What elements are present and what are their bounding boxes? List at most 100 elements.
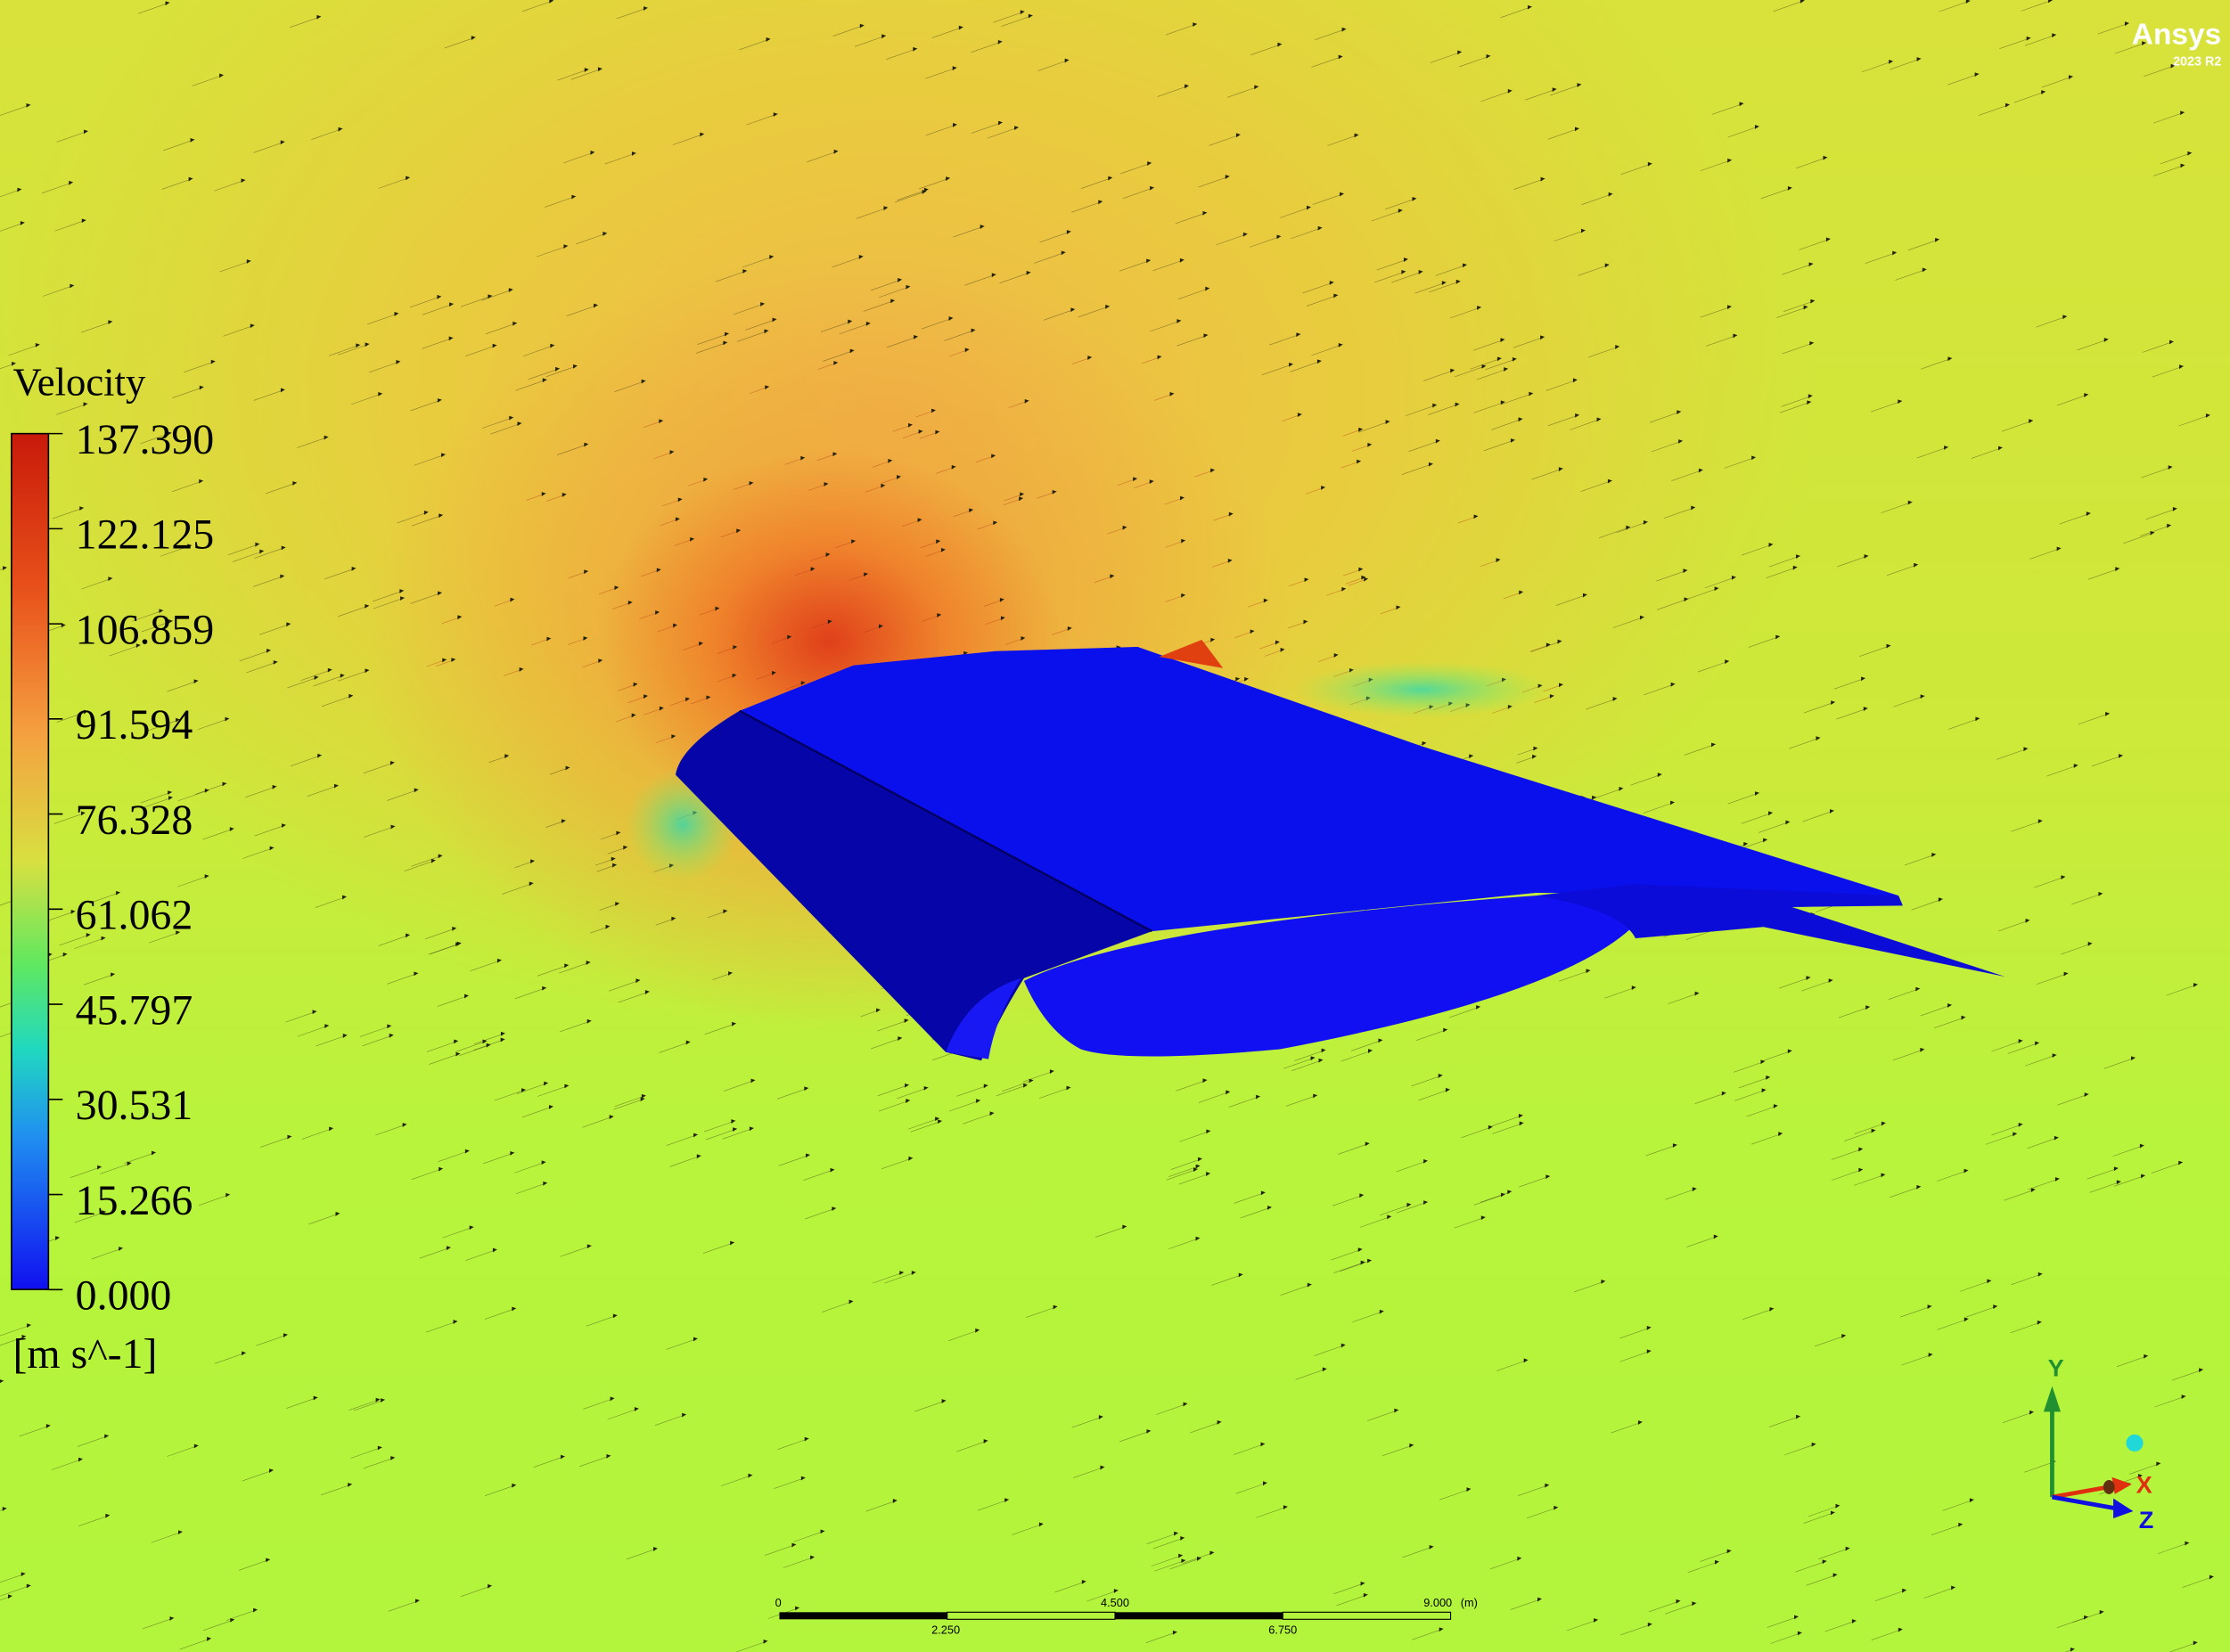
velocity-vector-head: [1575, 413, 1579, 418]
wake-region: [1294, 660, 1551, 718]
velocity-vector: [1971, 446, 2003, 459]
velocity-vector: [993, 11, 1025, 23]
velocity-vector-head: [1210, 637, 1216, 642]
velocity-vector: [1376, 258, 1408, 271]
velocity-vector-head: [1004, 1498, 1009, 1503]
velocity-vector-head: [614, 585, 619, 591]
velocity-vector-head: [1626, 525, 1631, 530]
legend-label: 45.797: [76, 986, 193, 1034]
velocity-vector-head: [1206, 1129, 1211, 1134]
velocity-vector-head: [2169, 339, 2174, 345]
velocity-vector: [0, 1508, 7, 1511]
velocity-vector-head: [546, 636, 552, 642]
velocity-vector-head: [1803, 305, 1808, 310]
velocity-vector: [2182, 1575, 2214, 1588]
velocity-vector-head: [1469, 754, 1474, 759]
velocity-vector: [410, 399, 442, 412]
velocity-vector-head: [1280, 648, 1285, 652]
velocity-vector-head: [55, 1236, 60, 1240]
velocity-vector: [1240, 1206, 1272, 1219]
velocity-vector: [1022, 1070, 1054, 1083]
velocity-vector: [575, 233, 608, 245]
velocity-vector: [1043, 308, 1076, 321]
velocity-vector-head: [389, 1033, 394, 1038]
velocity-vector-head: [69, 180, 73, 185]
velocity-vector: [2071, 893, 2103, 905]
velocity-vector-head: [732, 673, 737, 678]
velocity-vector-head: [266, 1558, 271, 1563]
velocity-vector-head: [1974, 72, 1980, 78]
velocity-vector: [697, 332, 729, 345]
velocity-vector: [745, 318, 777, 331]
velocity-vector: [1978, 104, 2010, 116]
velocity-vector-head: [906, 1099, 911, 1103]
velocity-vector-head: [1830, 1510, 1835, 1516]
velocity-vector: [1034, 251, 1066, 264]
velocity-vector-head: [598, 658, 603, 664]
velocity-vector: [78, 1515, 111, 1527]
velocity-vector: [944, 329, 976, 341]
velocity-vector: [1235, 1482, 1267, 1494]
velocity-vector: [8, 344, 40, 356]
velocity-vector-head: [1898, 399, 1903, 405]
velocity-vector: [1947, 73, 1980, 86]
velocity-vector-head: [1108, 176, 1113, 181]
velocity-vector-head: [772, 317, 777, 323]
axes-triad[interactable]: Y X Z: [2043, 1353, 2153, 1533]
velocity-vector: [2116, 1355, 2149, 1368]
velocity-vector: [1901, 1353, 1933, 1366]
velocity-vector: [1865, 251, 1898, 264]
velocity-vector: [414, 454, 446, 466]
velocity-vector-head: [1947, 356, 1953, 362]
velocity-vector: [2010, 1321, 2042, 1334]
velocity-vector: [2144, 65, 2176, 78]
velocity-vector-head: [389, 760, 395, 765]
velocity-vector-head: [1133, 477, 1137, 482]
scale-label-2250: 2.250: [931, 1623, 960, 1636]
velocity-vector: [214, 179, 246, 192]
velocity-vector-head: [222, 781, 227, 787]
velocity-vector-head: [1477, 306, 1481, 310]
velocity-vector-head: [1533, 746, 1538, 751]
velocity-vector: [1649, 1600, 1681, 1613]
velocity-vector-head: [1209, 1550, 1215, 1556]
velocity-vector: [260, 1135, 292, 1148]
velocity-vector: [774, 1476, 806, 1489]
velocity-vector: [171, 480, 204, 493]
velocity-vector: [2152, 111, 2185, 124]
z-axis-arrow: [2113, 1498, 2134, 1519]
velocity-vector-head: [1398, 209, 1403, 214]
velocity-vector-head: [312, 1010, 317, 1015]
velocity-vector-head: [541, 492, 546, 496]
velocity-vector-head: [881, 34, 887, 39]
slat: [675, 710, 1152, 1061]
velocity-vector: [1806, 1574, 1838, 1586]
velocity-vector-head: [471, 36, 476, 40]
velocity-vector-head: [1580, 228, 1586, 233]
velocity-vector-head: [269, 1468, 274, 1473]
velocity-vector: [879, 286, 911, 299]
velocity-vector-head: [438, 854, 443, 859]
velocity-vector-head: [20, 1572, 26, 1577]
velocity-vector-head: [253, 1607, 258, 1613]
velocity-vector-head: [1242, 232, 1248, 237]
velocity-vector-head: [635, 978, 641, 984]
velocity-vector-head: [1238, 1272, 1243, 1278]
velocity-vector: [2089, 1181, 2121, 1193]
velocity-vector-head: [590, 151, 595, 155]
velocity-vector: [1518, 1175, 1551, 1188]
velocity-vector-head: [165, 1, 170, 6]
velocity-vector: [1211, 1273, 1243, 1286]
velocity-vector-head: [70, 283, 75, 289]
velocity-vector-head: [685, 697, 690, 702]
velocity-vector: [1250, 44, 1283, 55]
velocity-vector-head: [1205, 286, 1210, 291]
velocity-vector: [109, 644, 141, 657]
velocity-vector: [931, 27, 963, 38]
velocity-vector-head: [1768, 543, 1774, 547]
velocity-vector: [971, 121, 1003, 134]
velocity-vector-head: [1181, 593, 1186, 598]
velocity-vector-head: [2052, 33, 2057, 38]
velocity-vector-head: [282, 823, 286, 829]
